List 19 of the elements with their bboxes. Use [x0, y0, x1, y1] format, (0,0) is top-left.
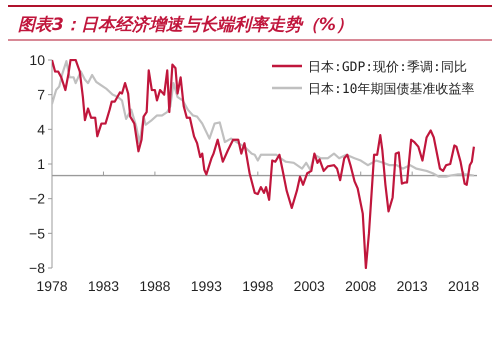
x-tick-label: 1998 — [242, 278, 274, 294]
y-tick-label: 10 — [29, 52, 46, 68]
x-tick-label: 2008 — [345, 278, 376, 294]
x-tick-label: 2013 — [396, 278, 428, 294]
y-tick-label: −5 — [29, 225, 46, 242]
y-tick-label: 1 — [37, 156, 46, 172]
y-tick-label: 7 — [37, 86, 46, 103]
y-tick-label: 4 — [37, 121, 46, 138]
x-tick-label: 1988 — [139, 278, 171, 294]
x-tick-label: 1993 — [190, 278, 222, 294]
x-tick-label: 2003 — [294, 278, 326, 294]
legend-label: 日本:GDP:现价:季调:同比 — [308, 60, 467, 75]
x-tick-label: 1983 — [88, 278, 120, 294]
x-tick-label: 2018 — [448, 278, 480, 294]
legend-label: 日本:10年期国债基准收益率 — [308, 81, 474, 97]
x-tick-label: 1978 — [36, 278, 68, 294]
y-tick-label: −2 — [29, 190, 46, 207]
chart-title: 图表3：日本经济增速与长端利率走势（%） — [18, 15, 353, 35]
y-tick-label: −8 — [29, 260, 46, 276]
